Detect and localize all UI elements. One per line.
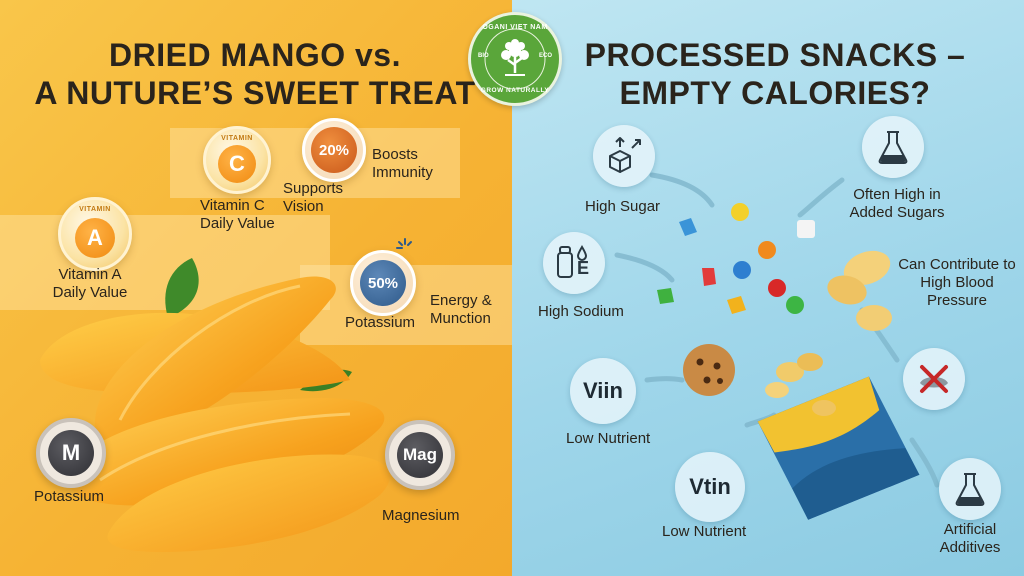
energy-label-line1: Energy & (430, 292, 492, 309)
low-nutrient-label-1: Low Nutrient (566, 430, 651, 447)
ogani-logo: OGANI VIET NAM GROW NATURALLY BIO ECO (468, 12, 562, 106)
logo-bottom-text: GROW NATURALLY (480, 87, 550, 94)
m-mineral-label: Potassium (34, 488, 105, 505)
pct-50-label: Potassium (345, 314, 416, 331)
logo-side-right: ECO (538, 53, 552, 59)
vitamin-a-tiny-label: VITAMIN (79, 206, 111, 213)
pct-20-badge: 20% (302, 118, 366, 182)
high-sodium-label: High Sodium (538, 303, 624, 320)
pct-20-value: 20% (311, 127, 357, 173)
high-sugar-icon-circle (593, 125, 655, 187)
dried-mango-panel: DRIED MANGO vs. A NUTURE’S SWEET TREAT V… (0, 0, 512, 576)
mango-leaf-icon (165, 258, 199, 318)
logo-top-text: OGANI VIET NAM (482, 24, 548, 31)
blood-pressure-icon-circle (903, 348, 965, 410)
boosts-immunity-line2: Immunity (372, 164, 433, 181)
salt-shaker-icon (557, 245, 588, 278)
low-nutrient-label-2: Low Nutrient (662, 523, 747, 540)
dried-mango-slices-image (40, 258, 390, 553)
mag-mineral-badge: Mag (385, 420, 455, 490)
pct-50-value: 50% (360, 260, 406, 306)
vitamin-a-badge: VITAMIN A (58, 197, 132, 271)
left-title: DRIED MANGO vs. A NUTURE’S SWEET TREAT (20, 36, 490, 112)
blood-pressure-line3: Pressure (926, 292, 988, 309)
added-sugars-label: Often High in Added Sugars (837, 186, 957, 222)
high-sugar-label: High Sugar (585, 198, 661, 215)
vitamin-a-label: Vitamin A Daily Value (35, 266, 145, 302)
vtin-icon-circle: Vtin (675, 452, 745, 522)
vitamin-c-badge: VITAMIN C (203, 126, 271, 194)
blood-pressure-label: Can Contribute to High Blood Pressure (890, 256, 1024, 310)
vitamin-a-label-line1: Vitamin A (58, 266, 122, 283)
vitamin-c-letter: C (218, 145, 256, 183)
left-title-line1: DRIED MANGO vs. (109, 37, 401, 73)
vtin-badge-text: Vtin (689, 474, 731, 499)
beaker-icon (955, 473, 985, 506)
vitamin-a-letter: A (75, 218, 115, 258)
viin-icon-circle: Viin (570, 358, 636, 424)
vitamin-c-label-line2: Daily Value (200, 215, 275, 232)
supports-vision-line1: Supports (283, 180, 344, 197)
vitamin-c-label-line1: Vitamin C (200, 197, 265, 214)
additives-line2: Additives (939, 539, 1001, 556)
pct-50-badge: 50% (350, 250, 416, 316)
sodium-icon-letter: E (577, 258, 590, 278)
blood-pressure-line1: Can Contribute to (898, 256, 1016, 273)
cube-arrow-icon (609, 137, 641, 173)
mag-mineral-label: Magnesium (382, 507, 460, 524)
vitamin-a-label-line2: Daily Value (52, 284, 128, 301)
energy-label: Energy & Munction (430, 292, 492, 328)
additives-line1: Artificial (943, 521, 997, 538)
supports-vision-label: Supports Vision (283, 180, 343, 216)
additives-label: Artificial Additives (930, 521, 1010, 557)
cross-mark-icon (920, 365, 948, 393)
additives-icon-circle (939, 458, 1001, 520)
flask-icon (878, 131, 908, 164)
added-sugars-icon-circle (862, 116, 924, 178)
viin-badge-text: Viin (583, 378, 623, 403)
boosts-immunity-line1: Boosts (372, 146, 418, 163)
right-title-line1: PROCESSED SNACKS – (584, 37, 966, 73)
logo-side-left: BIO (478, 53, 489, 59)
snacks-illustration-image (614, 172, 940, 520)
m-mineral-badge: M (36, 418, 106, 488)
blood-pressure-line2: High Blood (920, 274, 994, 291)
left-title-line2: A NUTURE’S SWEET TREAT (34, 75, 476, 111)
added-sugars-line2: Added Sugars (849, 204, 945, 221)
sparkle-icon (396, 238, 412, 249)
vitamin-c-label: Vitamin C Daily Value (200, 197, 275, 233)
energy-label-line2: Munction (430, 310, 491, 327)
high-sodium-icon-circle: E (543, 232, 605, 294)
m-mineral-letter: M (48, 430, 94, 476)
right-title-line2: EMPTY CALORIES? (619, 75, 931, 111)
added-sugars-line1: Often High in (853, 186, 941, 203)
processed-snacks-panel: E Viin Vtin High Sugar Often High in Add… (512, 0, 1024, 576)
tree-logo-icon (484, 28, 546, 90)
right-title: PROCESSED SNACKS – EMPTY CALORIES? (540, 36, 1010, 112)
mag-mineral-letter: Mag (397, 432, 443, 478)
supports-vision-line2: Vision (283, 198, 324, 215)
vitamin-c-tiny-label: VITAMIN (221, 135, 253, 142)
boosts-immunity-label: Boosts Immunity (372, 146, 433, 182)
